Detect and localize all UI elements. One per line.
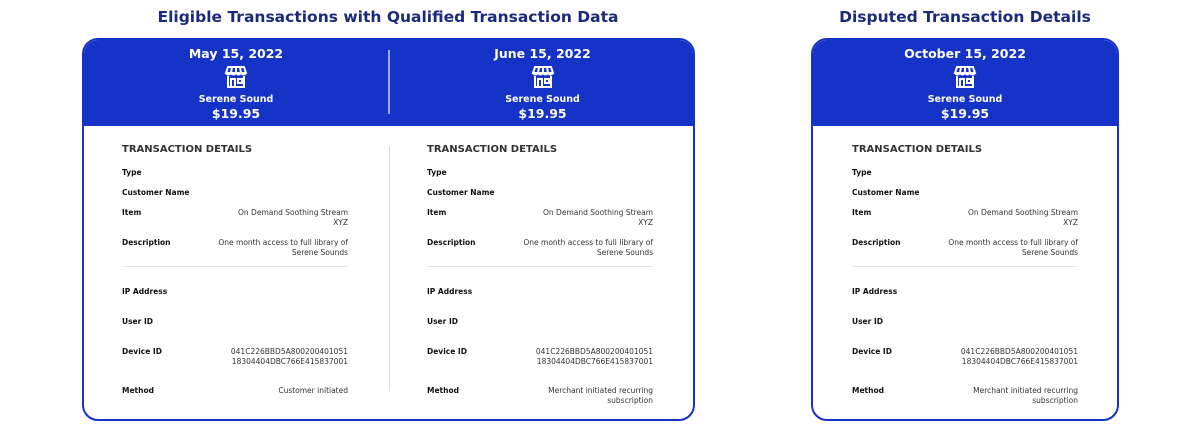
item-value: On Demand Soothing Stream XYZ	[122, 208, 348, 228]
item-value-line: On Demand Soothing Stream	[238, 208, 348, 217]
device-value-line: 18304404DBC766E415837001	[961, 357, 1078, 366]
description-value-line: One month access to full library of	[218, 238, 348, 247]
user-label: User ID	[427, 317, 458, 326]
item-label: Item	[122, 208, 142, 217]
transaction-amount: $19.95	[518, 106, 567, 121]
device-value: 041C226BBD5A800200401051 18304404DBC766E…	[852, 347, 1078, 367]
device-value-line: 041C226BBD5A800200401051	[535, 347, 653, 356]
method-label: Method	[122, 386, 154, 395]
description-value: One month access to full library of Sere…	[427, 238, 653, 258]
merchant-name: Serene Sound	[927, 94, 1003, 105]
customer-label: Customer Name	[122, 188, 190, 197]
method-value-line: Merchant initiated recurring	[973, 386, 1078, 395]
item-value-line: On Demand Soothing Stream	[968, 208, 1078, 217]
ip-label: IP Address	[427, 287, 473, 296]
transaction-date: June 15, 2022	[494, 46, 591, 61]
item-value: On Demand Soothing Stream XYZ	[427, 208, 653, 228]
transaction-header: May 15, 2022 Serene Sound $19.95	[84, 40, 388, 126]
device-label: Device ID	[852, 347, 892, 356]
details-heading: TRANSACTION DETAILS	[122, 144, 253, 155]
eligible-transactions-card: May 15, 2022 Serene Sound $19.95 TRANSACT…	[82, 38, 695, 421]
disputed-section-title: Disputed Transaction Details	[839, 8, 1091, 26]
description-value: One month access to full library of Sere…	[122, 238, 348, 258]
method-value-line: Merchant initiated recurring	[548, 386, 653, 395]
method-value: Merchant initiated recurring subscriptio…	[852, 386, 1078, 406]
method-value: Customer initiated	[122, 386, 348, 396]
transaction-header: October 15, 2022 Serene Sound $19.95	[813, 40, 1117, 126]
item-label: Item	[427, 208, 447, 217]
device-value: 041C226BBD5A800200401051 18304404DBC766E…	[427, 347, 653, 367]
details-separator	[122, 266, 348, 267]
description-value-line: One month access to full library of	[523, 238, 653, 247]
details-heading: TRANSACTION DETAILS	[427, 144, 558, 155]
description-value-line: Serene Sounds	[1021, 248, 1078, 257]
device-label: Device ID	[122, 347, 162, 356]
device-value-line: 041C226BBD5A800200401051	[230, 347, 348, 356]
disputed-transaction-card: October 15, 2022 Serene Sound $19.95 TRAN…	[811, 38, 1119, 421]
item-value-line: XYZ	[1063, 218, 1078, 227]
description-label: Description	[852, 238, 901, 247]
transaction-amount: $19.95	[211, 106, 261, 121]
merchant-name: Serene Sound	[505, 94, 580, 105]
device-value-line: 18304404DBC766E415837001	[536, 357, 653, 366]
storefront-icon	[952, 64, 978, 90]
method-value-line: subscription	[1032, 396, 1078, 405]
device-value: 041C226BBD5A800200401051 18304404DBC766E…	[122, 347, 348, 367]
ip-label: IP Address	[122, 287, 168, 296]
item-value-line: XYZ	[638, 218, 653, 227]
method-label: Method	[427, 386, 459, 395]
details-heading: TRANSACTION DETAILS	[852, 144, 983, 155]
transaction-header: June 15, 2022 Serene Sound $19.95	[390, 40, 693, 126]
transaction-amount: $19.95	[940, 106, 990, 121]
item-value-line: On Demand Soothing Stream	[543, 208, 653, 217]
description-value-line: Serene Sounds	[596, 248, 653, 257]
method-value-line: Customer initiated	[278, 386, 348, 395]
description-value: One month access to full library of Sere…	[852, 238, 1078, 258]
method-value: Merchant initiated recurring subscriptio…	[427, 386, 653, 406]
eligible-section-title: Eligible Transactions with Qualified Tra…	[157, 8, 619, 26]
type-label: Type	[122, 168, 142, 177]
method-label: Method	[852, 386, 884, 395]
transaction-date: May 15, 2022	[188, 46, 284, 61]
column-divider	[389, 146, 390, 391]
description-value-line: Serene Sounds	[291, 248, 348, 257]
description-value-line: One month access to full library of	[948, 238, 1078, 247]
customer-label: Customer Name	[427, 188, 495, 197]
description-label: Description	[427, 238, 476, 247]
item-label: Item	[852, 208, 872, 217]
user-label: User ID	[852, 317, 883, 326]
ip-label: IP Address	[852, 287, 898, 296]
transaction-date: October 15, 2022	[904, 46, 1026, 61]
description-label: Description	[122, 238, 171, 247]
type-label: Type	[852, 168, 872, 177]
storefront-icon	[223, 64, 249, 90]
device-value-line: 18304404DBC766E415837001	[231, 357, 348, 366]
details-separator	[852, 266, 1078, 267]
merchant-name: Serene Sound	[198, 94, 274, 105]
method-value-line: subscription	[607, 396, 653, 405]
item-value-line: XYZ	[333, 218, 348, 227]
device-value-line: 041C226BBD5A800200401051	[960, 347, 1078, 356]
user-label: User ID	[122, 317, 153, 326]
storefront-icon	[530, 64, 556, 90]
device-label: Device ID	[427, 347, 467, 356]
details-separator	[427, 266, 653, 267]
item-value: On Demand Soothing Stream XYZ	[852, 208, 1078, 228]
header-divider	[388, 50, 390, 114]
type-label: Type	[427, 168, 447, 177]
customer-label: Customer Name	[852, 188, 920, 197]
